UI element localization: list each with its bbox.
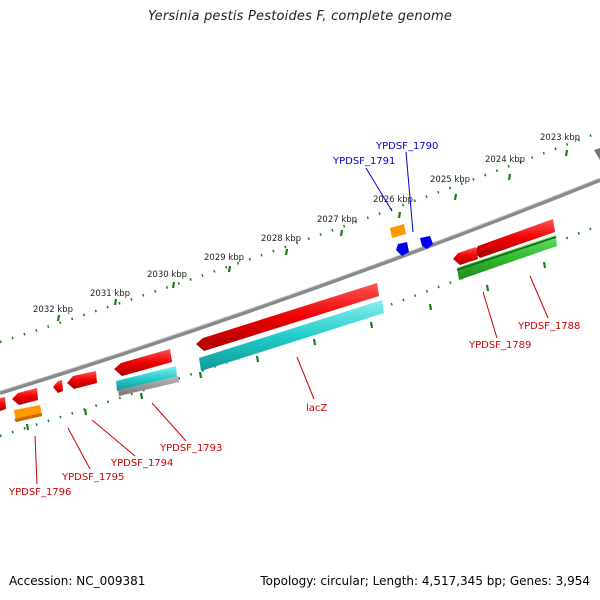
tick-label-2025: 2025 kbp xyxy=(430,175,470,185)
label-ypdsf-1796: YPDSF_1796 xyxy=(8,487,71,498)
cds-ypdsf-1789 xyxy=(453,247,478,265)
tick-label-2023: 2023 kbp xyxy=(540,133,580,143)
ypdsf-1790-feature xyxy=(420,236,433,249)
gene-ypdsf-1793-teal xyxy=(116,366,177,391)
ypdsf-1790-orange xyxy=(390,224,406,238)
ypdsf-1791-feature xyxy=(396,242,409,256)
label-ypdsf-1793: YPDSF_1793 xyxy=(159,443,222,454)
tick-label-2028: 2028 kbp xyxy=(261,234,301,244)
cds-left-edge xyxy=(0,397,6,411)
genome-backbone xyxy=(0,178,600,395)
label-ypdsf-1791: YPDSF_1791 xyxy=(332,156,395,167)
cds-lacz xyxy=(196,283,379,351)
cds-ypdsf-1794 xyxy=(67,371,97,389)
map-title: Yersinia pestis Pestoides F, complete ge… xyxy=(147,9,453,24)
cds-track xyxy=(0,219,555,411)
label-ypdsf-1788: YPDSF_1788 xyxy=(517,321,580,332)
major-ticks-outer xyxy=(56,149,569,322)
gene-lacz-teal xyxy=(199,300,384,371)
cds-ypdsf-1795 xyxy=(53,380,63,393)
accession-info: Accession: NC_009381 xyxy=(9,574,146,588)
cds-ypdsf-1788 xyxy=(474,219,555,258)
label-ypdsf-1795: YPDSF_1795 xyxy=(61,472,124,483)
major-ticks-inner xyxy=(25,261,547,431)
label-ypdsf-1794: YPDSF_1794 xyxy=(110,458,173,469)
cds-ypdsf-1796 xyxy=(12,388,38,405)
tick-label-2027: 2027 kbp xyxy=(317,215,357,225)
label-ypdsf-1789: YPDSF_1789 xyxy=(468,340,531,351)
tick-label-2024: 2024 kbp xyxy=(485,155,525,165)
tick-label-2029: 2029 kbp xyxy=(204,253,244,263)
leader-lines xyxy=(34,151,549,485)
genome-stats: Topology: circular; Length: 4,517,345 bp… xyxy=(260,574,590,588)
backbone-end-marker xyxy=(594,148,600,160)
tick-label-2032: 2032 kbp xyxy=(33,305,73,315)
tick-label-2030: 2030 kbp xyxy=(147,270,187,280)
tick-label-2026: 2026 kbp xyxy=(373,195,413,205)
tick-label-2031: 2031 kbp xyxy=(90,289,130,299)
gene-ypdsf-1793-grey xyxy=(118,376,179,396)
label-lacz: lacZ xyxy=(306,403,327,414)
cds-ypdsf-1793 xyxy=(114,349,172,376)
gene-ypdsf-1788-green xyxy=(457,235,557,280)
label-ypdsf-1790: YPDSF_1790 xyxy=(375,141,438,152)
